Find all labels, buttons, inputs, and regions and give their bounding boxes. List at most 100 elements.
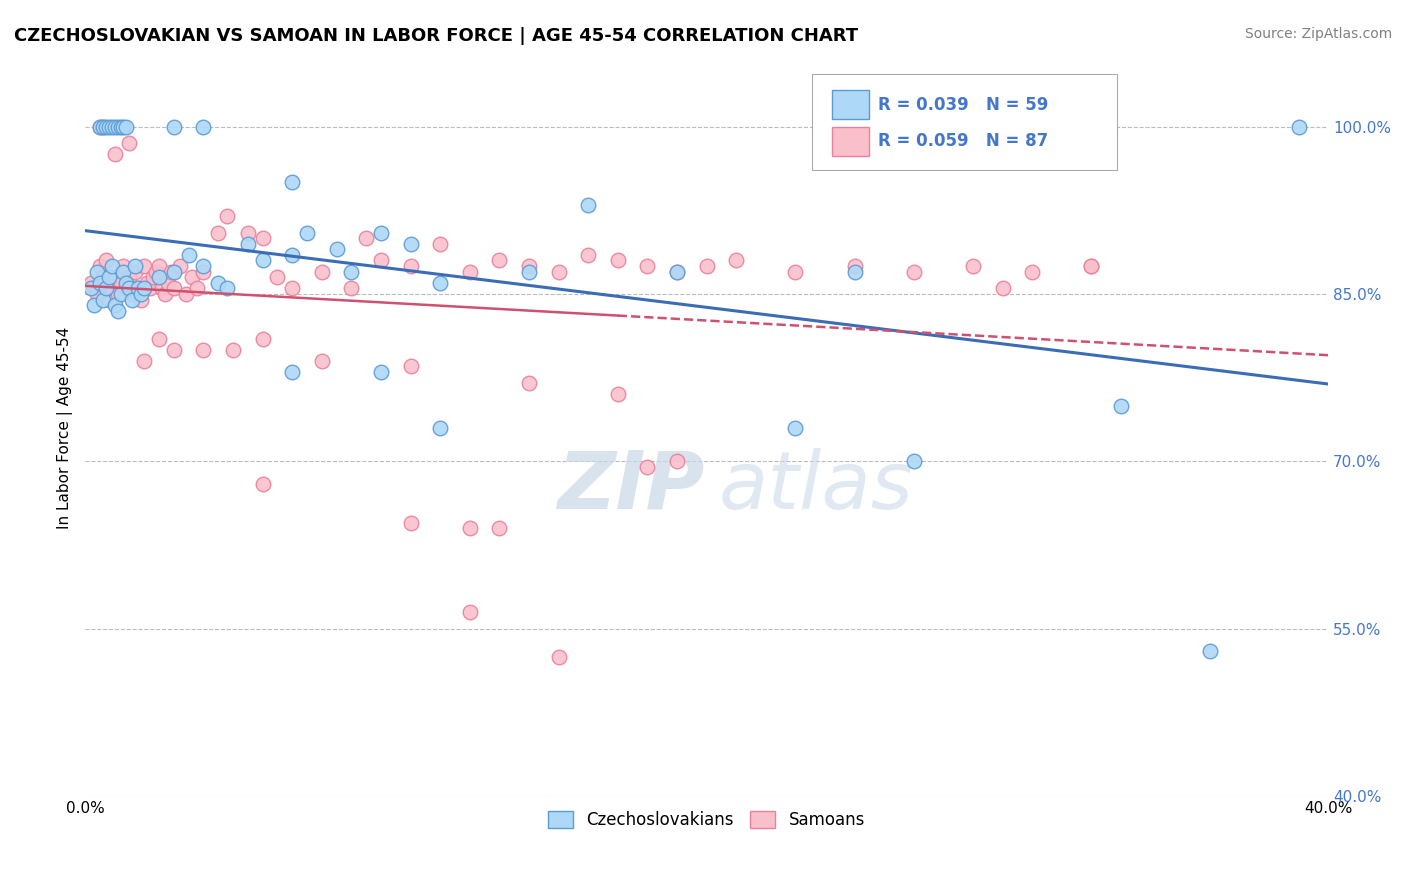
Point (370, 226, 392, 240)
Point (696, 259, 718, 273)
Point (156, 276, 179, 290)
Point (429, 276, 451, 290)
Point (103, 120, 125, 134)
Point (844, 259, 866, 273)
Point (215, 209, 238, 223)
Point (370, 365, 392, 379)
Point (458, 521, 481, 535)
Legend: Czechoslovakians, Samoans: Czechoslovakians, Samoans (541, 804, 872, 836)
Point (118, 270, 141, 285)
Point (94, 253, 117, 268)
Point (91, 120, 114, 134)
Point (186, 281, 208, 295)
Point (163, 343, 186, 357)
Point (86, 265, 108, 279)
Point (118, 136, 141, 151)
Point (311, 265, 333, 279)
Point (193, 259, 215, 273)
Point (89, 120, 111, 134)
Point (281, 281, 304, 295)
Point (97, 293, 120, 307)
Point (606, 253, 628, 268)
Point (665, 265, 688, 279)
Point (103, 147, 125, 161)
Point (136, 276, 159, 290)
Point (636, 259, 658, 273)
Point (163, 281, 186, 295)
Point (325, 242, 347, 256)
Point (89, 120, 111, 134)
Point (252, 332, 274, 346)
Point (207, 226, 229, 240)
Point (163, 265, 186, 279)
Point (295, 226, 318, 240)
Y-axis label: In Labor Force | Age 45-54: In Labor Force | Age 45-54 (58, 326, 73, 529)
Point (134, 354, 156, 368)
Point (91, 293, 114, 307)
Point (110, 120, 132, 134)
Point (1021, 265, 1043, 279)
Point (547, 265, 569, 279)
Point (844, 265, 866, 279)
Point (517, 259, 540, 273)
Point (1080, 259, 1102, 273)
Point (94, 120, 117, 134)
Point (115, 281, 138, 295)
Text: R = 0.059   N = 87: R = 0.059 N = 87 (879, 132, 1049, 151)
Point (118, 281, 141, 295)
FancyBboxPatch shape (832, 127, 869, 156)
Text: CZECHOSLOVAKIAN VS SAMOAN IN LABOR FORCE | AGE 45-54 CORRELATION CHART: CZECHOSLOVAKIAN VS SAMOAN IN LABOR FORCE… (14, 27, 858, 45)
Point (399, 259, 422, 273)
Point (517, 265, 540, 279)
Point (399, 516, 422, 530)
Point (100, 259, 122, 273)
Point (193, 120, 215, 134)
Point (97, 270, 120, 285)
Point (665, 265, 688, 279)
Point (193, 265, 215, 279)
Point (89, 276, 111, 290)
Point (606, 387, 628, 401)
Point (399, 236, 422, 251)
Point (91, 270, 114, 285)
Point (127, 281, 149, 295)
Point (222, 343, 245, 357)
Point (370, 253, 392, 268)
Point (112, 120, 135, 134)
Point (94, 281, 117, 295)
Point (150, 281, 173, 295)
Point (354, 231, 377, 245)
Point (100, 120, 122, 134)
Point (97, 120, 120, 134)
FancyBboxPatch shape (813, 74, 1116, 170)
Point (340, 265, 363, 279)
Point (636, 459, 658, 474)
FancyBboxPatch shape (832, 90, 869, 120)
Point (1109, 399, 1132, 413)
Point (174, 287, 197, 301)
Point (236, 236, 259, 251)
Point (207, 276, 229, 290)
Point (107, 303, 129, 318)
Point (991, 120, 1014, 134)
Point (115, 276, 138, 290)
Point (281, 365, 304, 379)
Point (547, 649, 569, 664)
Point (252, 253, 274, 268)
Point (91, 120, 114, 134)
Point (148, 259, 170, 273)
Point (169, 259, 191, 273)
Point (903, 454, 925, 468)
Point (148, 270, 170, 285)
Point (112, 259, 135, 273)
Point (127, 281, 149, 295)
Point (112, 265, 135, 279)
Point (110, 287, 132, 301)
Point (340, 281, 363, 295)
Point (83, 281, 105, 295)
Text: Source: ZipAtlas.com: Source: ZipAtlas.com (1244, 27, 1392, 41)
Point (180, 270, 202, 285)
Point (100, 281, 122, 295)
Point (252, 231, 274, 245)
Text: R = 0.039   N = 59: R = 0.039 N = 59 (879, 95, 1049, 113)
